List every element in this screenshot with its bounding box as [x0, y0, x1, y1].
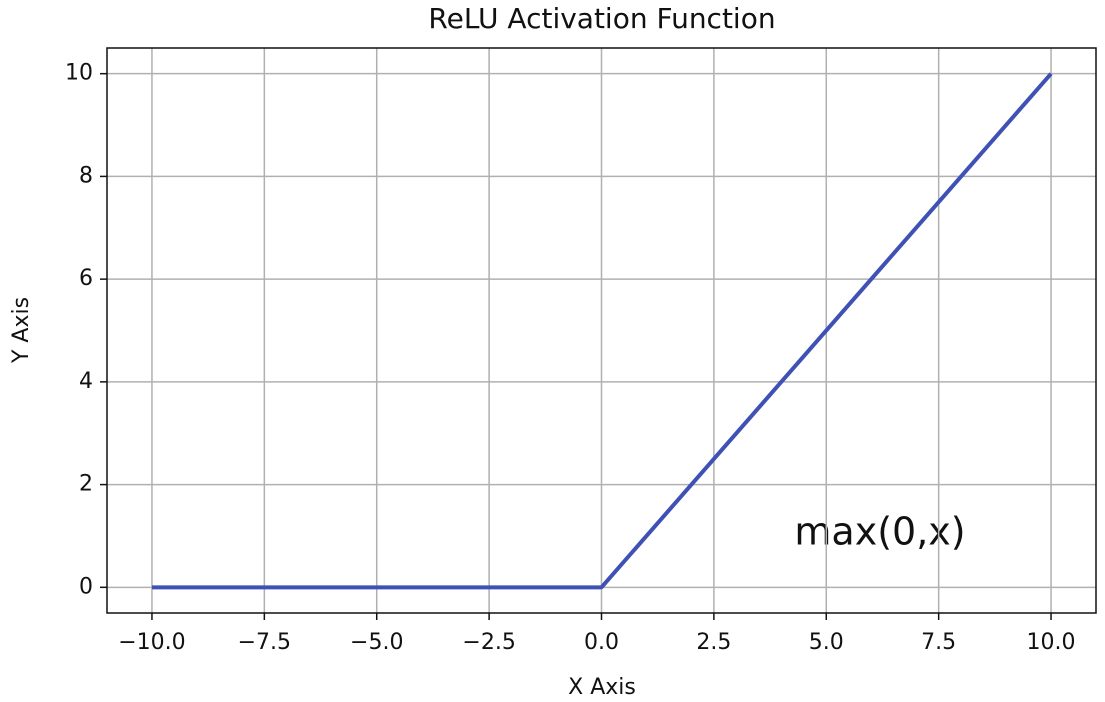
x-tick-label: 5.0 [809, 630, 844, 655]
x-tick-label: 0.0 [584, 630, 619, 655]
x-tick-label: 2.5 [696, 630, 731, 655]
annotation: max(0,x) [794, 510, 965, 554]
x-tick-label: −10.0 [118, 630, 185, 655]
data-line [151, 72, 1053, 590]
x-tick-label: 10.0 [1027, 630, 1076, 655]
chart-title: ReLU Activation Function [428, 2, 775, 35]
plot-frame [106, 47, 1097, 614]
x-axis-label: X Axis [568, 675, 636, 700]
y-axis-label: Y Axis [9, 297, 34, 364]
y-tick-label: 4 [79, 369, 93, 394]
x-tick-label: −5.0 [350, 630, 403, 655]
y-tick-label: 8 [79, 163, 93, 188]
y-tick-label: 0 [79, 574, 93, 599]
x-tick-label: −7.5 [238, 630, 291, 655]
y-tick-label: 10 [65, 61, 93, 86]
x-tick-label: −2.5 [462, 630, 515, 655]
x-tick-label: 7.5 [921, 630, 956, 655]
y-tick-label: 2 [79, 472, 93, 497]
y-tick-label: 6 [79, 266, 93, 291]
